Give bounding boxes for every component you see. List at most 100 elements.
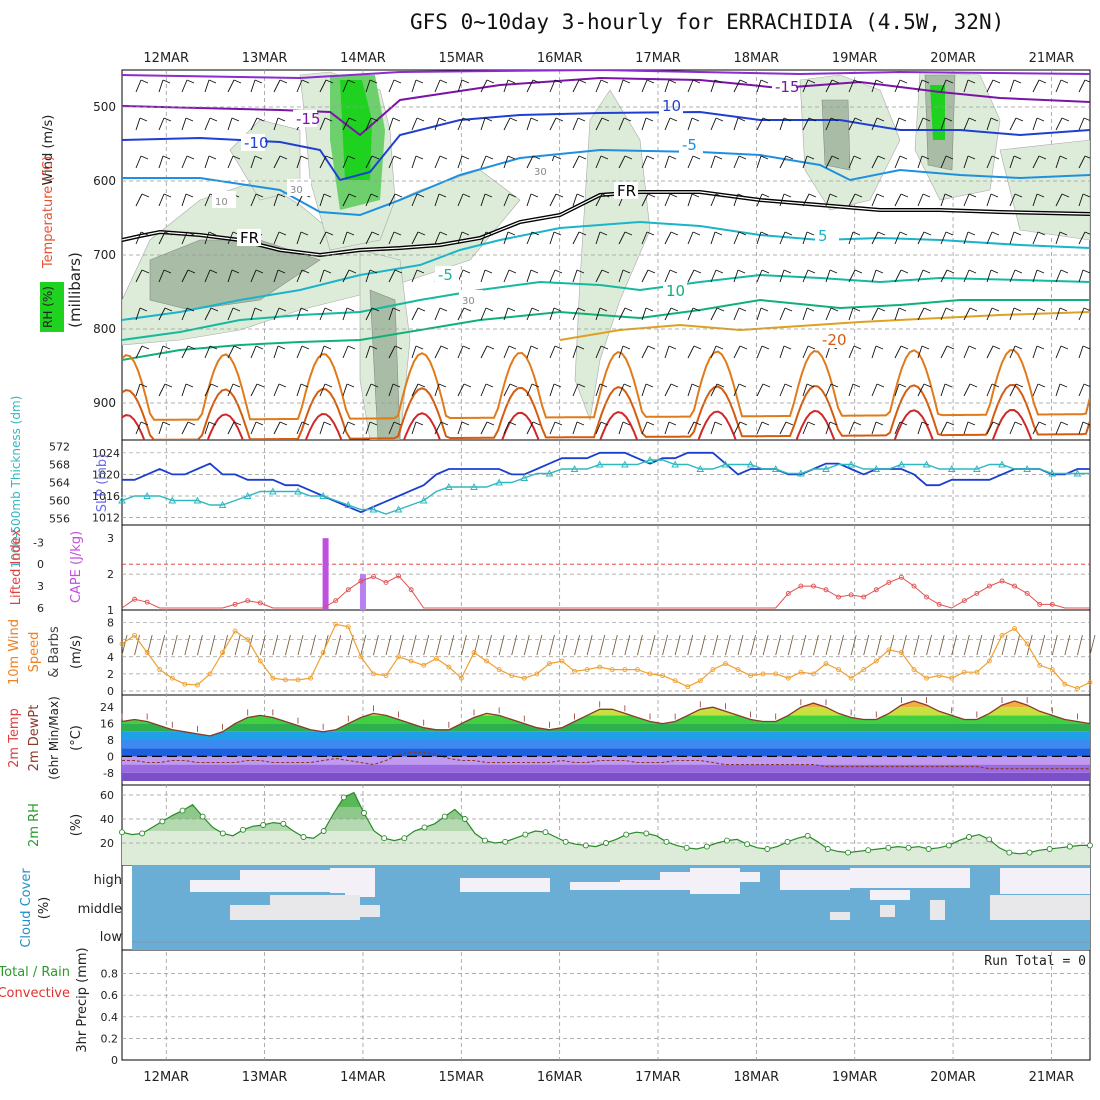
rh-marker bbox=[139, 830, 146, 837]
wind-barb bbox=[595, 231, 601, 245]
wind-barb bbox=[196, 634, 203, 656]
wind-tick-label: 4 bbox=[107, 651, 114, 664]
date-label-top: 13MAR bbox=[242, 51, 288, 66]
wind-barb bbox=[181, 269, 189, 283]
contour-label: FR bbox=[617, 182, 636, 200]
wind-barb bbox=[1009, 117, 1017, 131]
wind-barb-flag bbox=[900, 193, 909, 198]
wind-barb-flag bbox=[599, 231, 608, 236]
wind-barb-flag bbox=[761, 345, 770, 350]
wind-barb bbox=[733, 345, 741, 359]
wind-speed-marker bbox=[634, 667, 640, 673]
wind-barb-flag bbox=[784, 307, 793, 312]
wind-barb bbox=[988, 634, 995, 656]
wind-barb-flag bbox=[232, 307, 241, 312]
wind-barb bbox=[158, 269, 165, 283]
wind-barb bbox=[273, 421, 281, 435]
wind-barb-flag bbox=[669, 117, 678, 122]
wind-speed-marker bbox=[672, 678, 678, 684]
wind-barb-flag bbox=[164, 383, 173, 388]
wind-barb-flag bbox=[739, 79, 748, 84]
wind-barb bbox=[618, 307, 626, 321]
wind-speed-marker bbox=[458, 675, 464, 681]
wind-barb bbox=[181, 79, 188, 93]
wind-barb bbox=[1055, 421, 1062, 435]
wind-barb bbox=[618, 231, 626, 245]
temperature-bands bbox=[122, 701, 1090, 781]
thickness-marker bbox=[897, 460, 906, 468]
wind-barb bbox=[1032, 231, 1039, 245]
pressure-tick-label: 800 bbox=[93, 322, 116, 336]
wind-barb-flag bbox=[279, 421, 288, 426]
wind-barb bbox=[848, 155, 855, 169]
wind-barb-flag bbox=[439, 155, 448, 160]
slp-tick-label: 1024 bbox=[92, 447, 120, 460]
wind-barb-flag bbox=[691, 193, 700, 198]
wind-barb bbox=[779, 307, 786, 321]
wind-barb bbox=[526, 231, 533, 245]
cross-section: -15 -15 -10 -5 10 FR FR 5 -5 10 -20 30 30 10 30 bbox=[122, 70, 1090, 440]
wind-barb bbox=[756, 269, 763, 283]
rh-marker bbox=[542, 829, 549, 836]
wind-barb bbox=[595, 421, 602, 435]
cloud-high-block bbox=[240, 870, 330, 892]
wind-barb-flag bbox=[485, 383, 494, 388]
wind-barb-flag bbox=[854, 193, 863, 198]
wind-barb bbox=[297, 634, 304, 656]
wind-barb-flag bbox=[141, 345, 150, 350]
wind-barb bbox=[335, 634, 342, 656]
wind-barb bbox=[250, 383, 258, 397]
wind-barb-flag bbox=[601, 193, 610, 198]
wind-barb bbox=[250, 117, 258, 131]
wind-speed-marker bbox=[471, 650, 477, 655]
rh-marker bbox=[1046, 846, 1053, 852]
wind-barb bbox=[779, 345, 785, 359]
wind-barb bbox=[423, 634, 430, 656]
wind-barb-flag bbox=[737, 193, 746, 198]
wind-barb bbox=[135, 269, 143, 283]
wind-barb bbox=[674, 634, 681, 656]
wind-barb-flag bbox=[393, 231, 402, 236]
wind-barb-flag bbox=[923, 231, 932, 236]
wind-barb bbox=[480, 155, 487, 169]
rh-marker bbox=[461, 816, 468, 822]
wind-barb bbox=[756, 117, 764, 131]
wind-barb bbox=[411, 155, 417, 169]
rh-band bbox=[122, 831, 1090, 865]
wind-barb bbox=[963, 634, 970, 656]
wind-barb-flag bbox=[784, 231, 793, 236]
wind-barb-flag bbox=[1060, 79, 1069, 84]
wind-barb bbox=[561, 634, 568, 656]
contour-label: 5 bbox=[818, 227, 828, 245]
temperature-tick-label: 8 bbox=[107, 734, 114, 747]
date-label-bottom: 14MAR bbox=[340, 1070, 386, 1085]
rh-marker bbox=[724, 837, 730, 844]
wind-barb bbox=[457, 383, 465, 397]
wind-barb bbox=[411, 117, 418, 131]
temperature-band bbox=[122, 740, 1090, 749]
wind-barb bbox=[296, 345, 303, 359]
wind-barb bbox=[595, 345, 602, 359]
wind-barb bbox=[272, 634, 279, 656]
wind-barb-flag bbox=[300, 155, 309, 160]
wind-barb bbox=[733, 269, 739, 283]
wind-barb bbox=[687, 307, 694, 321]
wind-speed-marker bbox=[521, 675, 527, 681]
wind-barb-flag bbox=[371, 307, 380, 312]
temperature-band bbox=[122, 764, 1090, 773]
wind-barb bbox=[756, 79, 762, 93]
wind-barb-flag bbox=[393, 155, 402, 160]
wind-barb-flag bbox=[254, 79, 263, 84]
thickness-tick-label: 560 bbox=[49, 495, 70, 508]
wind-barb bbox=[800, 634, 807, 656]
wind-axis-label-4: (m/s) bbox=[69, 635, 84, 669]
pressure-tick-label: 600 bbox=[93, 174, 116, 188]
wind-barb-flag bbox=[1059, 231, 1068, 236]
wind-speed-marker bbox=[1049, 667, 1055, 673]
rh-marker bbox=[240, 826, 246, 833]
wind-barb bbox=[687, 345, 695, 359]
wind-barb-flag bbox=[990, 193, 999, 198]
wind-barb bbox=[1078, 383, 1085, 397]
wind-barb bbox=[825, 634, 832, 656]
temperature-band bbox=[122, 748, 1090, 757]
